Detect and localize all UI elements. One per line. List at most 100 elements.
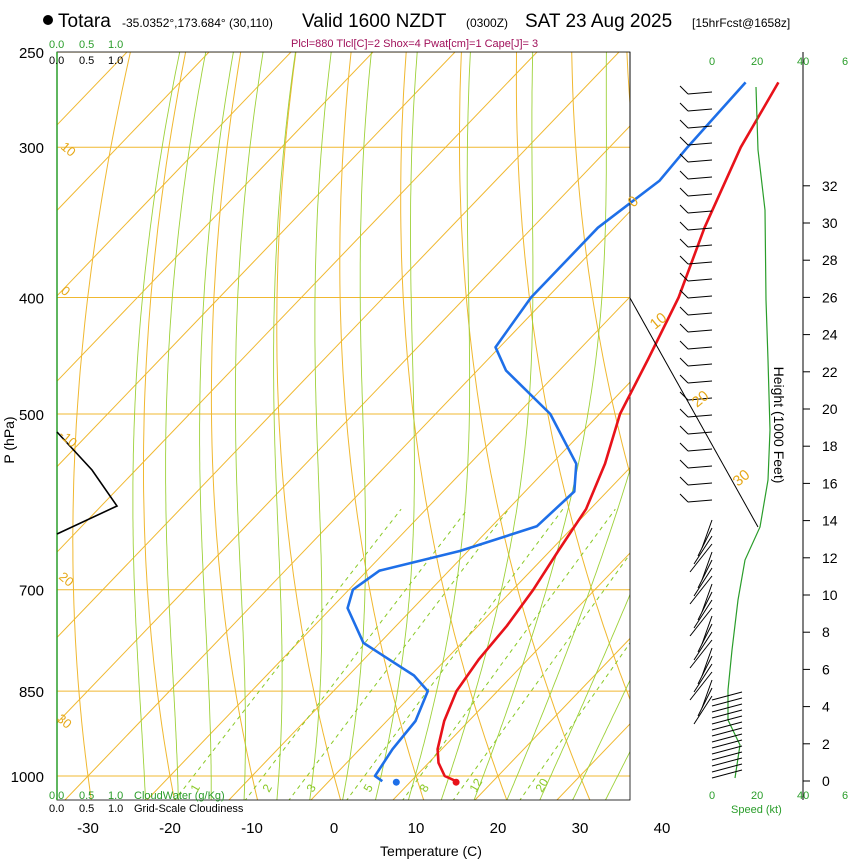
wind-barb: [711, 763, 743, 773]
moist-adiabat: [309, 52, 332, 800]
moist-adiabat: [539, 593, 630, 800]
dry-adiabat: [571, 52, 630, 476]
cl-bot-tick-0: 0.0: [49, 803, 64, 815]
isotherm: [57, 52, 292, 297]
isotherm: [57, 125, 630, 724]
wind-barb: [687, 312, 713, 316]
temperature-tick-label: 0: [330, 820, 338, 837]
moist-adiabat: [342, 52, 372, 800]
dry-adiabat: [400, 52, 508, 800]
wind-barb-flag: [679, 340, 689, 350]
wind-barb-flag: [679, 119, 689, 129]
wind-barb: [711, 745, 743, 755]
mr-label-20: 20: [532, 776, 551, 795]
cl-top-tick-1: 0.5: [79, 55, 94, 67]
wind-barb-flag: [679, 187, 689, 197]
wind-barb: [697, 591, 713, 621]
moist-adiabat: [165, 52, 207, 800]
wind-barb-flag: [679, 476, 689, 486]
height-tick-label: 16: [822, 475, 838, 491]
wind-barb: [693, 631, 713, 661]
cw-bot-tick-0: 0.0: [49, 790, 64, 802]
moist-adiabat: [473, 52, 607, 800]
wind-barb: [711, 757, 743, 767]
cloudiness-line: [56, 431, 119, 535]
temperature-tick-label: 20: [490, 820, 507, 837]
wind-barb: [687, 108, 713, 112]
wind-barb-flag: [679, 425, 689, 435]
mr-label-5: 5: [360, 781, 376, 794]
pressure-tick-label: 850: [19, 684, 44, 701]
plot-frame: [56, 51, 631, 801]
wind-barb: [701, 519, 713, 549]
mixing-ratio-line: [519, 642, 630, 800]
mr-label-8: 8: [416, 781, 432, 794]
moist-adiabat: [273, 52, 296, 800]
wind-barb: [711, 751, 743, 761]
pressure-tick-label: 400: [19, 290, 44, 307]
dry-adiabat: [790, 31, 850, 802]
dry-adiabat: [72, 52, 131, 800]
wind-barb: [697, 559, 713, 589]
wind-barb: [687, 482, 713, 486]
pressure-tick-label: 700: [19, 583, 44, 600]
isotherm-labels: 10 0 -10 20 30: [54, 139, 80, 732]
speed-bot-6: 6: [842, 790, 848, 802]
forecast-info: [15hrFcst@1658z]: [692, 16, 790, 30]
wind-barb-flag: [679, 323, 689, 333]
wind-barb-flag: [679, 85, 689, 95]
moist-adiabat: [199, 52, 234, 800]
wind-speed-line: [727, 86, 771, 779]
pressure-tick-label: 250: [19, 45, 44, 62]
wind-barb: [689, 543, 713, 573]
mixing-ratio-line: [244, 508, 468, 800]
wind-barb: [687, 244, 713, 248]
pressure-tick-label: 1000: [11, 769, 44, 786]
cw-top-tick-1: 0.5: [79, 39, 94, 51]
wind-barb: [693, 535, 713, 565]
temperature-ticks: -30 -20 -10 0 10 20 30 40: [77, 820, 670, 837]
dewpoint-line: [346, 81, 747, 783]
dry-adiabat: [844, 31, 850, 802]
height-tick-label: 8: [822, 624, 830, 640]
height-tick-label: 24: [822, 327, 838, 343]
isotherm: [57, 52, 456, 468]
wind-barb: [687, 91, 713, 95]
wind-barb: [701, 551, 713, 581]
speed-bot-20: 20: [751, 790, 763, 802]
isotherm-label-10: 10: [58, 139, 79, 160]
profiles: [56, 52, 780, 786]
wind-barb: [689, 607, 713, 637]
isotherm-label-0: 0: [58, 283, 73, 299]
pressure-tick-label: 500: [19, 407, 44, 424]
wind-barb: [687, 346, 713, 350]
wind-barb-flag: [679, 306, 689, 316]
wind-barb: [711, 703, 743, 713]
mixing-ratio-line: [402, 508, 616, 800]
wind-barb: [687, 448, 713, 452]
moist-adiabat: [506, 468, 630, 800]
wind-barb: [711, 691, 743, 701]
wind-barb: [701, 679, 713, 709]
isotherm: [474, 637, 630, 800]
wind-barb-flag: [679, 136, 689, 146]
station-coords: -35.0352°,173.684° (30,110): [122, 16, 273, 30]
surface-temperature-marker: [452, 778, 460, 786]
station-marker: [43, 15, 53, 25]
wind-barb: [687, 278, 713, 282]
dry-adiabat: [276, 52, 342, 800]
height-tick-label: 32: [822, 178, 838, 194]
wind-barb: [689, 671, 713, 701]
isotherm: [57, 52, 538, 553]
wind-barb-flag: [679, 221, 689, 231]
background-grid: [57, 31, 850, 802]
height-tick-label: 4: [822, 699, 830, 715]
mr-label-12: 12: [466, 776, 485, 795]
cw-top-tick-2: 1.0: [108, 39, 123, 51]
mixing-ratio-line: [174, 508, 402, 800]
temperature-tick-label: 40: [654, 820, 671, 837]
wind-barb: [693, 695, 713, 725]
wind-barb-flag: [679, 493, 689, 503]
